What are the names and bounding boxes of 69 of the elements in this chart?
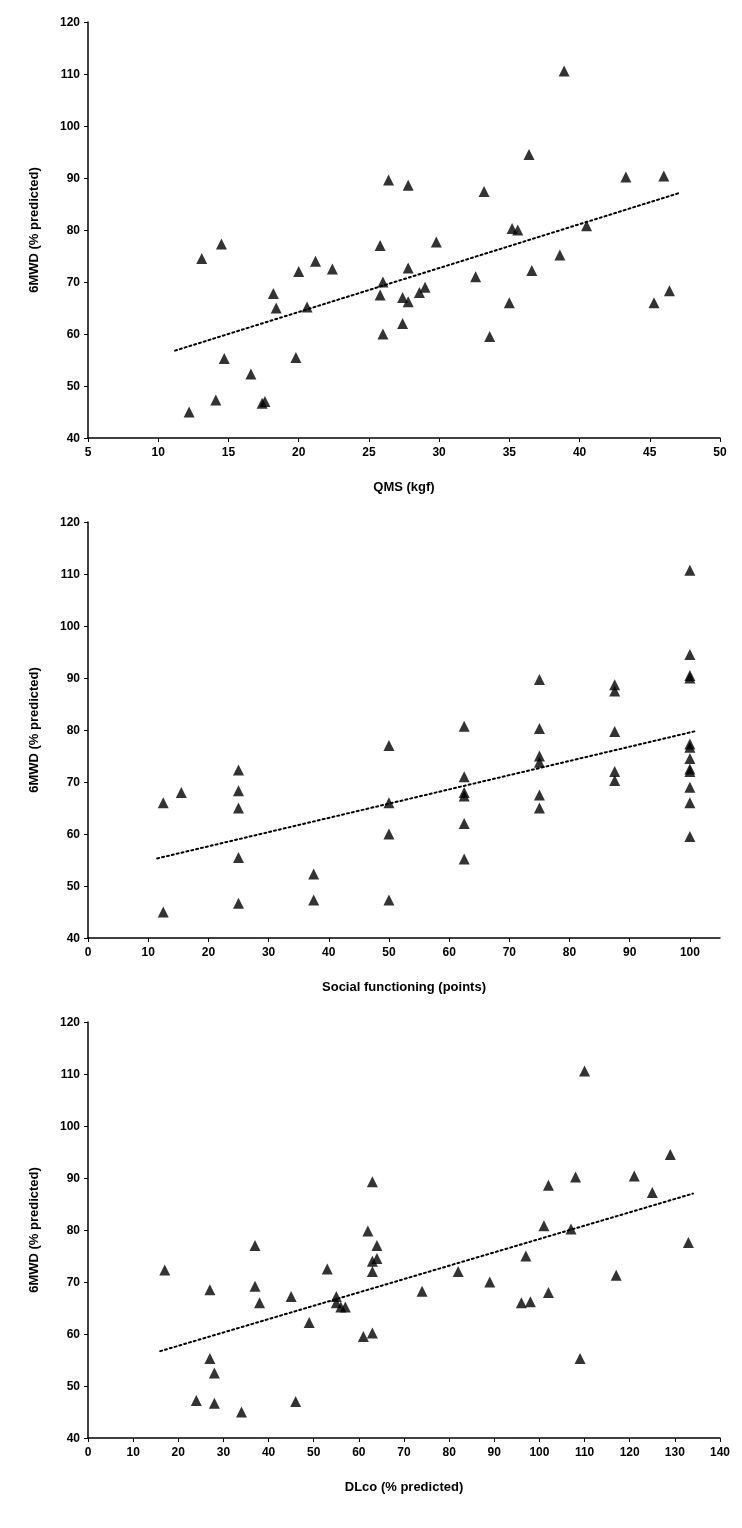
y-tick-label: 110 xyxy=(60,567,81,581)
x-tick-label: 40 xyxy=(572,445,587,459)
y-tick-label: 110 xyxy=(60,1067,81,1081)
x-tick-label: 25 xyxy=(362,445,376,459)
x-tick-label: 45 xyxy=(643,445,657,459)
y-tick-label: 60 xyxy=(66,327,81,341)
y-tick-label: 50 xyxy=(66,379,81,393)
x-tick-label: 5 xyxy=(84,445,92,459)
x-tick-label: 10 xyxy=(141,945,156,959)
y-axis-title: 6MWD (% predicted) xyxy=(26,667,41,793)
y-tick-label: 90 xyxy=(66,671,81,685)
x-tick-label: 80 xyxy=(442,1445,457,1459)
x-tick-label: 90 xyxy=(487,1445,502,1459)
x-tick-label: 10 xyxy=(151,445,166,459)
y-axis-title: 6MWD (% predicted) xyxy=(26,1167,41,1293)
x-tick-label: 80 xyxy=(562,945,577,959)
y-axis-title: 6MWD (% predicted) xyxy=(26,167,41,293)
x-tick-label: 35 xyxy=(502,445,517,459)
y-tick-label: 70 xyxy=(66,1275,81,1289)
x-tick-label: 100 xyxy=(679,945,701,959)
x-tick-label: 40 xyxy=(261,1445,276,1459)
y-tick-label: 120 xyxy=(59,15,81,29)
y-tick-label: 60 xyxy=(66,1327,81,1341)
y-tick-label: 70 xyxy=(66,275,81,289)
x-tick-label: 70 xyxy=(397,1445,411,1459)
y-tick-label: 100 xyxy=(59,119,81,133)
x-tick-label: 40 xyxy=(322,945,336,959)
y-tick-label: 80 xyxy=(66,1223,81,1237)
x-tick-label: 90 xyxy=(623,945,637,959)
x-tick-label: 0 xyxy=(84,945,92,959)
y-tick-label: 40 xyxy=(66,931,81,945)
x-tick-label: 20 xyxy=(201,945,216,959)
x-tick-label: 0 xyxy=(84,1445,92,1459)
x-tick-label: 15 xyxy=(221,445,236,459)
x-tick-label: 20 xyxy=(291,445,306,459)
x-tick-label: 50 xyxy=(382,945,396,959)
y-tick-label: 80 xyxy=(66,223,81,237)
y-tick-label: 120 xyxy=(59,515,81,529)
y-tick-label: 90 xyxy=(66,1171,81,1185)
y-tick-label: 40 xyxy=(66,431,81,445)
y-tick-label: 80 xyxy=(66,723,81,737)
x-tick-label: 110 xyxy=(574,1445,595,1459)
x-tick-label: 140 xyxy=(709,1445,731,1459)
y-tick-label: 40 xyxy=(66,1431,81,1445)
y-tick-label: 100 xyxy=(59,619,81,633)
y-tick-label: 70 xyxy=(66,775,81,789)
y-tick-label: 120 xyxy=(59,1015,81,1029)
x-axis-title: DLco (% predicted) xyxy=(344,1479,464,1494)
x-tick-label: 30 xyxy=(261,945,276,959)
x-tick-label: 60 xyxy=(352,1445,366,1459)
x-tick-label: 50 xyxy=(307,1445,321,1459)
x-tick-label: 120 xyxy=(619,1445,641,1459)
x-tick-label: 10 xyxy=(126,1445,141,1459)
x-tick-label: 100 xyxy=(529,1445,550,1459)
y-tick-label: 90 xyxy=(66,171,81,185)
y-tick-label: 60 xyxy=(66,827,81,841)
x-axis-title: Social functioning (points) xyxy=(322,979,486,994)
x-tick-label: 70 xyxy=(502,945,517,959)
x-axis-title: QMS (kgf) xyxy=(373,479,435,494)
y-tick-label: 50 xyxy=(66,879,81,893)
y-tick-label: 100 xyxy=(59,1119,81,1133)
y-tick-label: 50 xyxy=(66,1379,81,1393)
x-tick-label: 20 xyxy=(171,1445,186,1459)
x-tick-label: 50 xyxy=(713,445,727,459)
y-tick-label: 110 xyxy=(60,67,81,81)
x-tick-label: 30 xyxy=(432,445,447,459)
x-tick-label: 30 xyxy=(216,1445,231,1459)
x-tick-label: 60 xyxy=(442,945,457,959)
x-tick-label: 130 xyxy=(664,1445,686,1459)
